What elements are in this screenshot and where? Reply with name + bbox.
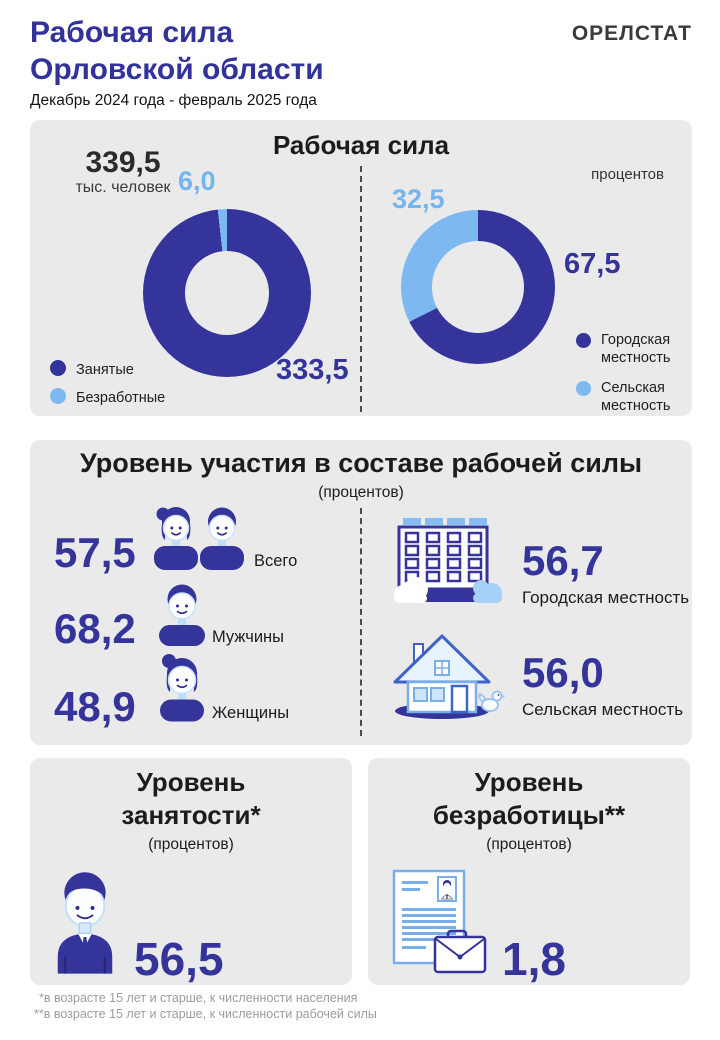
legend-dot-dark-icon bbox=[576, 333, 591, 348]
employment-value: 56,5 bbox=[134, 933, 224, 985]
unemployment-title-line1: Уровень bbox=[474, 767, 584, 797]
legend-item-urban: Городская местность bbox=[576, 330, 683, 367]
participation-men-value: 68,2 bbox=[54, 605, 136, 652]
house-icon bbox=[393, 634, 506, 719]
legend-left: Занятые Безработные bbox=[50, 360, 165, 416]
total-value: 339,5 bbox=[85, 146, 161, 179]
donut-chart-urban-rural bbox=[401, 210, 555, 364]
participation-urban-value: 56,7 bbox=[522, 537, 604, 584]
participation-women-label: Женщины bbox=[212, 704, 290, 722]
legend-item-employed: Занятые bbox=[50, 360, 165, 379]
unemployed-value-label: 6,0 bbox=[178, 166, 216, 196]
employment-title-line1: Уровень bbox=[136, 767, 246, 797]
footnote-1: *в возрасте 15 лет и старше, к численнос… bbox=[39, 991, 358, 1005]
participation-panel: Уровень участия в составе рабочей силы (… bbox=[30, 440, 692, 745]
legend-right: Городская местность Сельская местность bbox=[576, 330, 683, 425]
participation-total-value: 57,5 bbox=[54, 529, 136, 576]
apartment-building-icon bbox=[394, 518, 502, 603]
vertical-divider bbox=[360, 508, 362, 736]
total-value-block: 339,5 тыс. человек bbox=[48, 146, 198, 197]
man-icon bbox=[159, 584, 205, 646]
unemployment-subtitle: (процентов) bbox=[486, 836, 572, 853]
labor-force-panel: Рабочая сила 339,5 тыс. человек 6,0 333,… bbox=[30, 120, 692, 416]
participation-total-label: Всего bbox=[254, 552, 298, 570]
donut-chart-labor-total bbox=[143, 209, 311, 377]
legend-dot-light-icon bbox=[576, 381, 591, 397]
legend-item-rural: Сельская местность bbox=[576, 378, 683, 415]
footnotes: *в возрасте 15 лет и старше, к численнос… bbox=[34, 990, 377, 1022]
resume-icon bbox=[392, 869, 487, 974]
employment-panel: Уровень занятости* (процентов) 56,5 bbox=[30, 758, 352, 985]
couple-icon bbox=[154, 507, 244, 570]
participation-women-value: 48,9 bbox=[54, 683, 136, 730]
legend-item-unemployed: Безработные bbox=[50, 388, 165, 407]
employment-title-line2: занятости* bbox=[121, 800, 261, 830]
participation-rural-label: Сельская местность bbox=[522, 700, 684, 719]
rural-value-label: 32,5 bbox=[392, 184, 445, 214]
page-title-line2: Орловской области bbox=[30, 53, 324, 86]
percent-unit-label: процентов bbox=[591, 166, 664, 183]
participation-title: Уровень участия в составе рабочей силы bbox=[79, 448, 643, 478]
woman-icon bbox=[160, 654, 204, 722]
donut-hole bbox=[432, 241, 524, 333]
unemployment-panel: Уровень безработицы** (процентов) bbox=[368, 758, 690, 985]
employment-subtitle: (процентов) bbox=[148, 836, 234, 853]
total-unit: тыс. человек bbox=[75, 179, 171, 196]
unemployment-value: 1,8 bbox=[502, 933, 566, 985]
page-title: Рабочая сила Орловской области bbox=[30, 14, 324, 88]
participation-urban-label: Городская местность bbox=[522, 588, 690, 607]
participation-subtitle: (процентов) bbox=[318, 484, 404, 501]
orelstat-logo: ОРЕЛСТАТ bbox=[571, 22, 692, 45]
participation-rural-value: 56,0 bbox=[522, 649, 604, 696]
legend-dot-dark-icon bbox=[50, 360, 66, 376]
period-subtitle: Декабрь 2024 года - февраль 2025 года bbox=[30, 92, 317, 109]
vertical-divider bbox=[360, 166, 362, 412]
donut-hole bbox=[185, 251, 269, 335]
briefcase-icon bbox=[433, 929, 487, 974]
footnote-2: **в возрасте 15 лет и старше, к численно… bbox=[34, 1007, 377, 1021]
urban-value-label: 67,5 bbox=[564, 248, 621, 280]
unemployment-title-line2: безработицы** bbox=[432, 800, 626, 830]
employed-value-label: 333,5 bbox=[276, 354, 349, 386]
legend-dot-light-icon bbox=[50, 388, 66, 405]
page-title-line1: Рабочая сила bbox=[30, 16, 234, 49]
office-worker-icon bbox=[57, 872, 113, 974]
labor-force-panel-title: Рабочая сила bbox=[272, 130, 450, 160]
participation-men-label: Мужчины bbox=[212, 628, 285, 646]
